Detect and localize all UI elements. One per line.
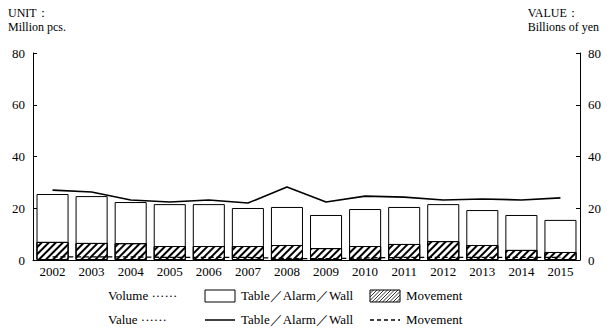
svg-text:2008: 2008 — [274, 264, 300, 279]
svg-text:2011: 2011 — [391, 264, 417, 279]
svg-text:0: 0 — [19, 253, 26, 268]
svg-text:Movement: Movement — [406, 288, 463, 303]
svg-text:Movement: Movement — [406, 312, 463, 327]
svg-text:2003: 2003 — [79, 264, 105, 279]
svg-text:2012: 2012 — [430, 264, 456, 279]
svg-text:80: 80 — [588, 46, 601, 61]
svg-text:Table／Alarm／Wall: Table／Alarm／Wall — [241, 288, 354, 303]
svg-text:2013: 2013 — [469, 264, 495, 279]
svg-text:40: 40 — [588, 149, 601, 164]
svg-text:2009: 2009 — [313, 264, 339, 279]
svg-text:2007: 2007 — [235, 264, 261, 279]
svg-text:2014: 2014 — [508, 264, 535, 279]
svg-text:2004: 2004 — [118, 264, 145, 279]
svg-text:VALUE：: VALUE： — [528, 6, 579, 20]
svg-text:Table／Alarm／Wall: Table／Alarm／Wall — [241, 312, 354, 327]
svg-text:20: 20 — [12, 201, 25, 216]
svg-text:2015: 2015 — [547, 264, 573, 279]
svg-text:20: 20 — [588, 201, 601, 216]
svg-text:Volume ······: Volume ······ — [108, 288, 177, 303]
svg-text:60: 60 — [12, 97, 25, 112]
svg-text:2005: 2005 — [157, 264, 183, 279]
svg-text:2010: 2010 — [352, 264, 378, 279]
svg-text:2006: 2006 — [196, 264, 223, 279]
svg-text:Billions of yen: Billions of yen — [528, 20, 599, 34]
svg-text:60: 60 — [588, 97, 601, 112]
svg-text:2002: 2002 — [40, 264, 66, 279]
svg-text:UNIT：: UNIT： — [8, 6, 49, 20]
svg-text:0: 0 — [588, 253, 595, 268]
svg-text:Value ······: Value ······ — [108, 312, 167, 327]
svg-text:40: 40 — [12, 149, 25, 164]
svg-text:80: 80 — [12, 46, 25, 61]
svg-text:Million pcs.: Million pcs. — [8, 20, 66, 34]
